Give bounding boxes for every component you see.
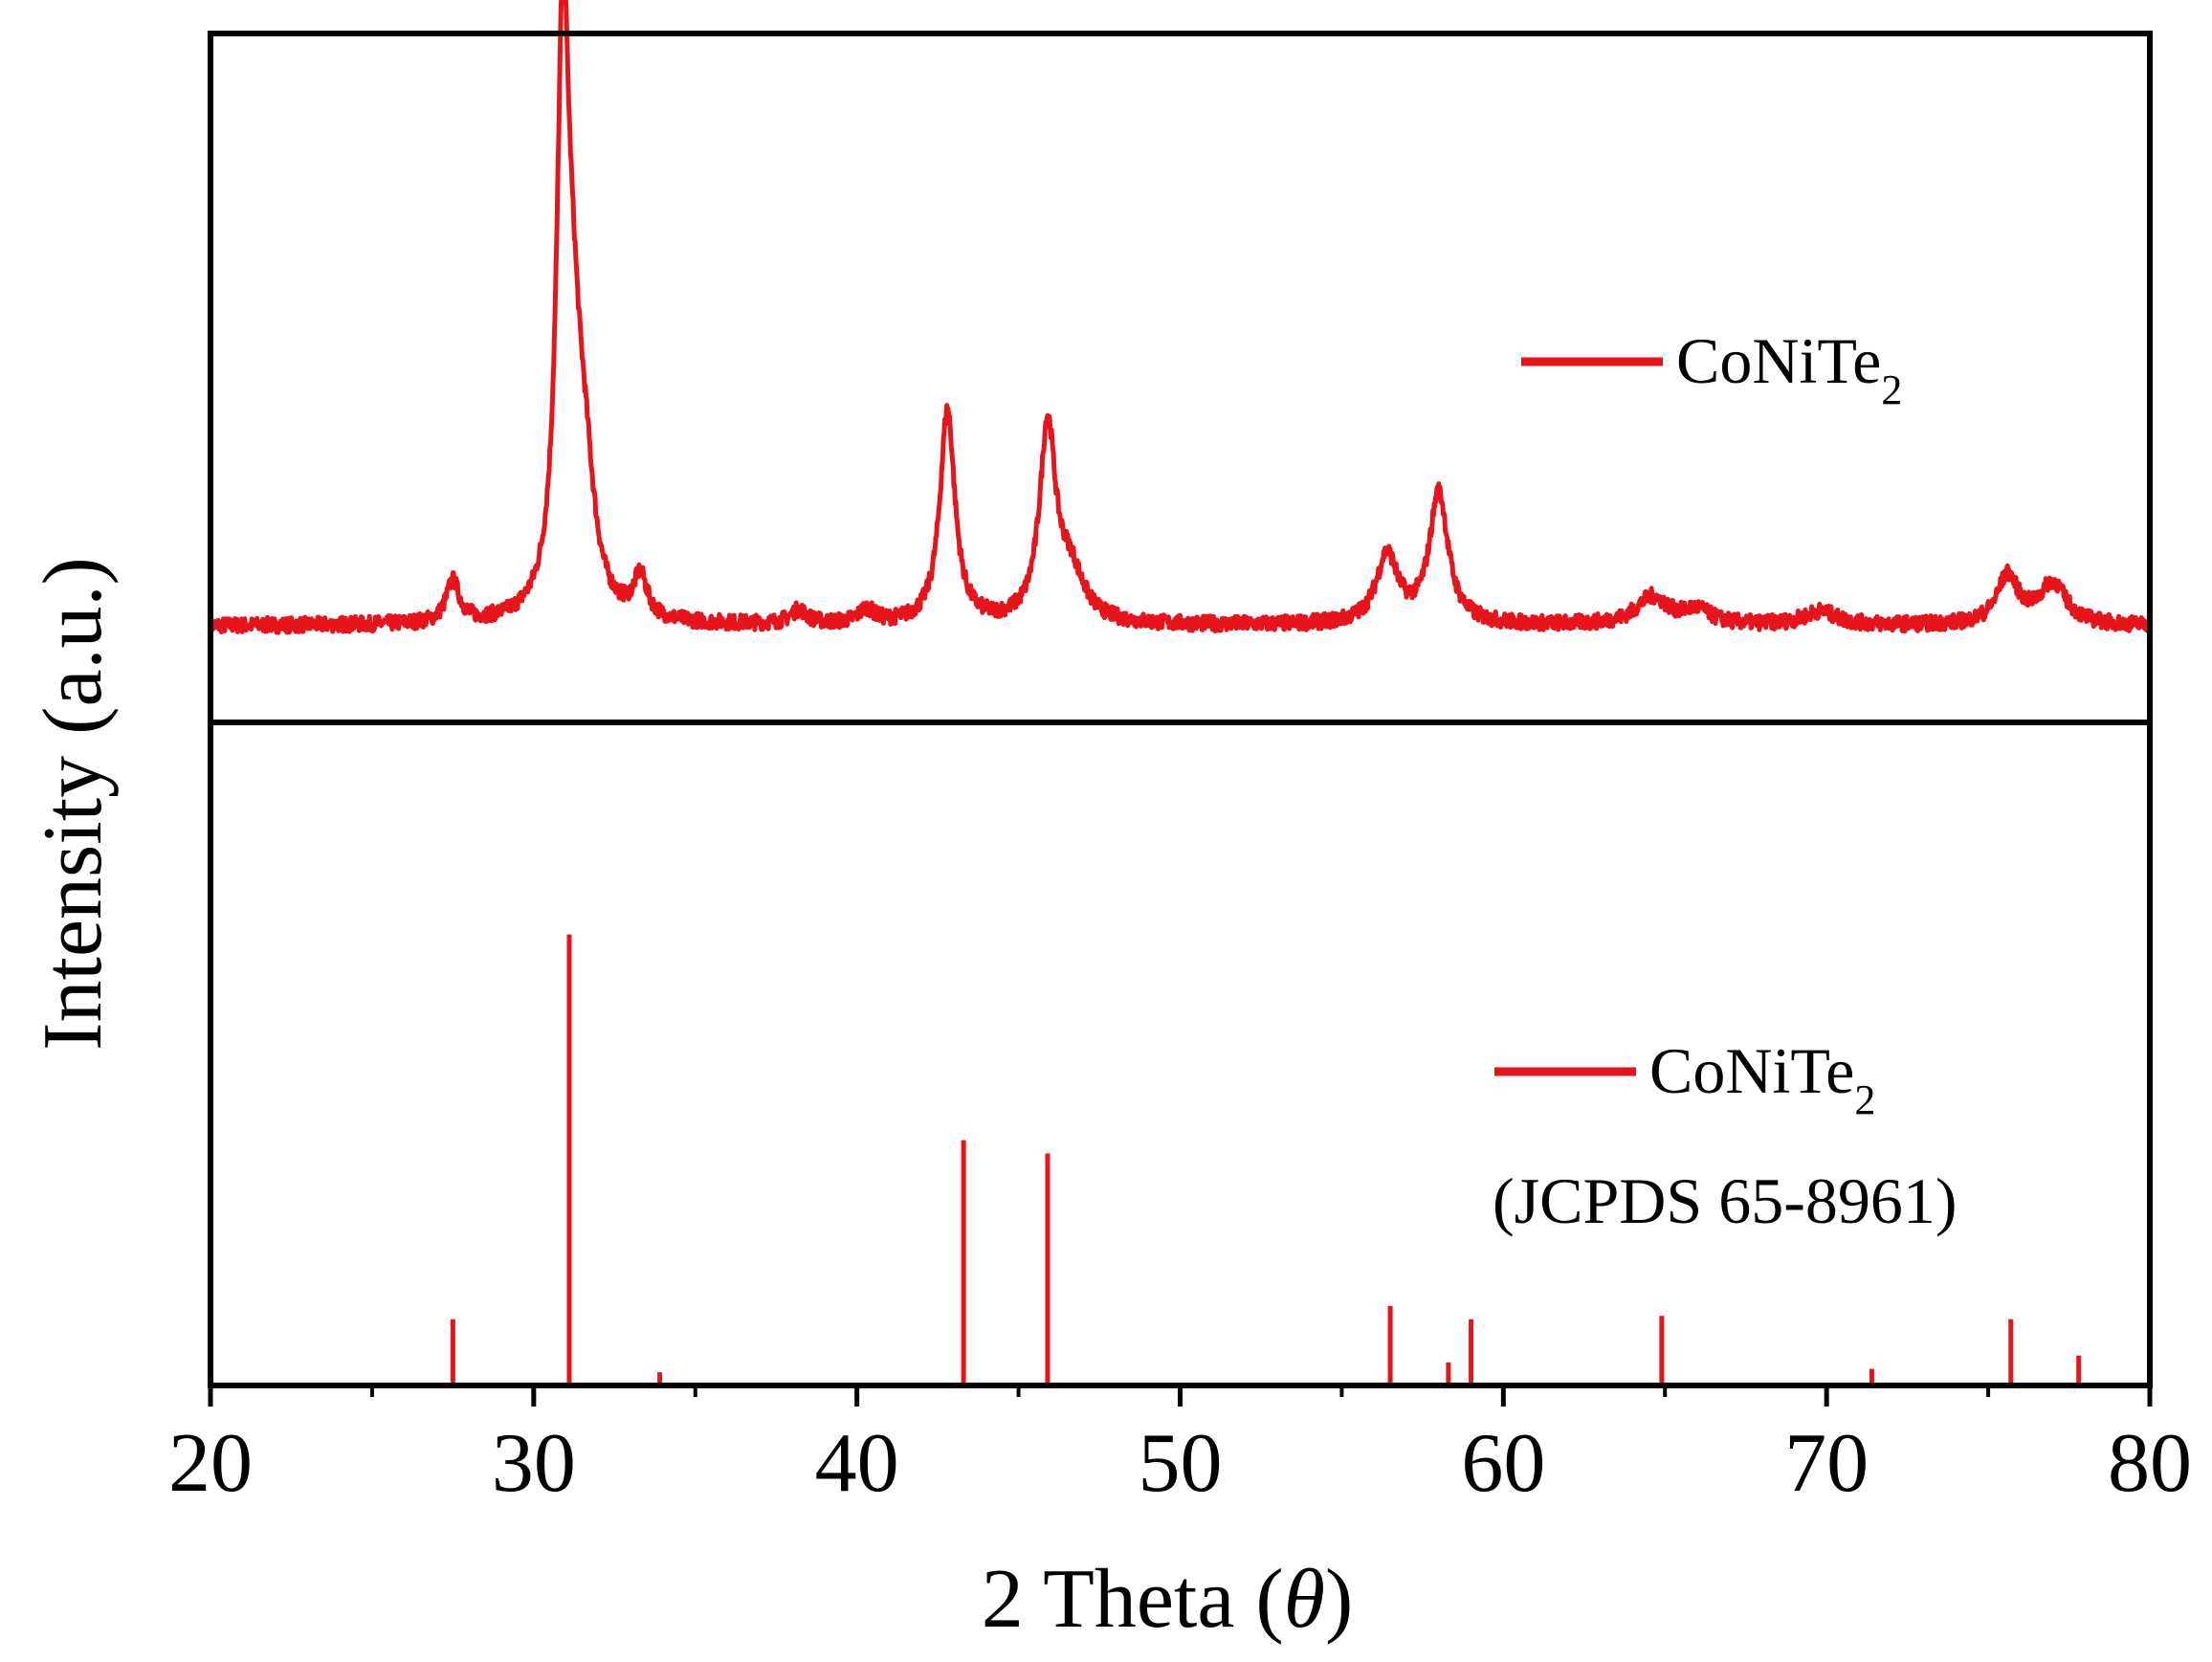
legend-bottom-label: CoNiTe2 [1649,1034,1875,1123]
legend-bottom: CoNiTe2 (JCPDS 65-8961) [1493,1034,1958,1237]
x-tick-label-1: 30 [492,1417,576,1510]
x-axis-ticks: 20 30 40 50 60 70 80 [168,1385,2192,1510]
pattern-line [208,0,2153,635]
x-tick-label-4: 60 [1461,1417,1545,1510]
legend-top: CoNiTe2 [1521,324,1902,413]
x-tick-label-3: 50 [1139,1417,1223,1510]
legend-bottom-note: (JCPDS 65-8961) [1493,1164,1958,1237]
x-tick-label-2: 40 [815,1417,899,1510]
x-axis-title: 2 Theta (θ) [982,1553,1354,1646]
x-tick-label-0: 20 [168,1417,253,1510]
top-panel-pattern [208,0,2153,635]
legend-top-label: CoNiTe2 [1676,324,1902,413]
y-axis-title: Intensity (a.u.) [27,557,120,1051]
x-tick-label-5: 70 [1784,1417,1869,1510]
bottom-panel-reference [450,934,2082,1385]
x-tick-label-6: 80 [2108,1417,2192,1510]
